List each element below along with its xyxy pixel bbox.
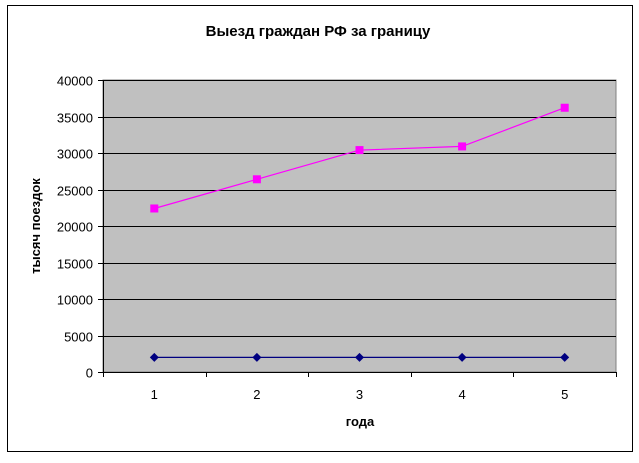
x-tick-labels: 1 2 3 4 5 — [151, 387, 569, 402]
y-tick-label: 30000 — [57, 147, 93, 162]
y-tick-labels: 0 5000 10000 15000 20000 25000 30000 35000 40000 — [57, 74, 93, 381]
series-1 — [149, 352, 570, 362]
x-tick-label: 2 — [253, 387, 260, 402]
data-point — [149, 352, 159, 362]
series-2 — [150, 103, 569, 213]
y-tick-label: 25000 — [57, 184, 93, 199]
x-tick-label: 4 — [458, 387, 465, 402]
data-point — [252, 175, 261, 184]
y-tick-label: 40000 — [57, 74, 93, 89]
y-tick-label: 0 — [86, 366, 93, 381]
data-point — [150, 204, 159, 213]
y-axis-label: тысяч поездок — [28, 178, 43, 274]
y-tick-label: 35000 — [57, 111, 93, 126]
x-tick-label: 1 — [151, 387, 158, 402]
data-point — [252, 352, 262, 362]
data-point — [457, 352, 467, 362]
gridlines — [103, 80, 616, 337]
data-point — [560, 352, 570, 362]
y-tick-label: 5000 — [64, 330, 93, 345]
data-point — [458, 142, 467, 151]
y-tick-label: 20000 — [57, 220, 93, 235]
data-point — [560, 103, 569, 112]
x-tick-label: 3 — [356, 387, 363, 402]
axes — [98, 80, 617, 377]
y-tick-label: 15000 — [57, 257, 93, 272]
series — [149, 103, 570, 362]
x-tick-label: 5 — [561, 387, 568, 402]
x-axis-label: года — [346, 414, 375, 429]
data-point — [355, 352, 364, 362]
y-tick-label: 10000 — [57, 293, 93, 308]
data-point — [355, 146, 364, 155]
chart-title: Выезд граждан РФ за границу — [206, 23, 431, 40]
